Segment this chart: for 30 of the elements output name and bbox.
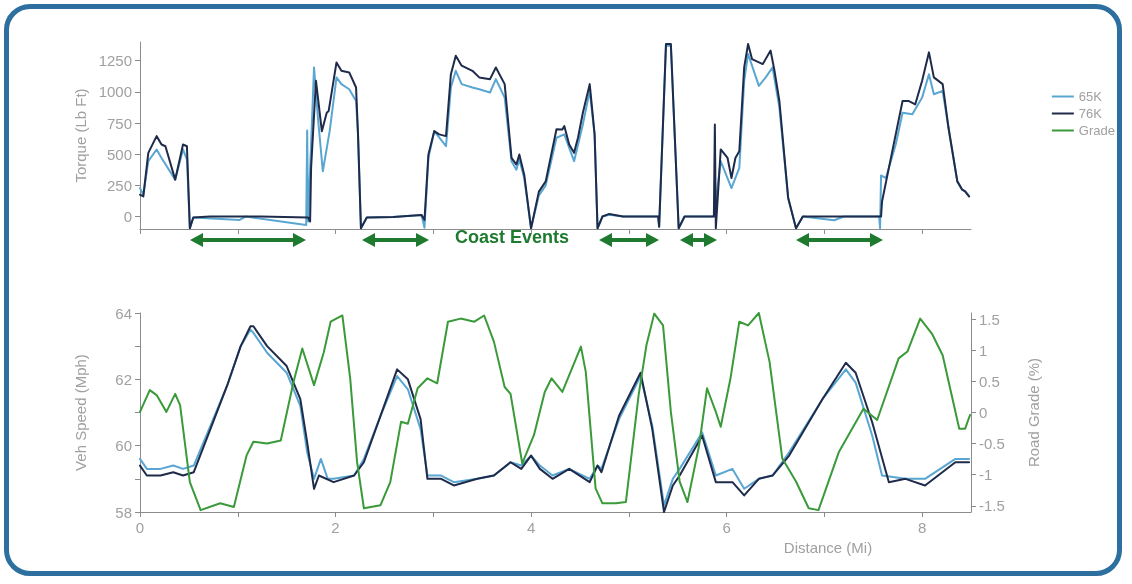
- y-axis-title: Torque (Lb Ft): [71, 88, 89, 183]
- y2-axis-title: Road Grade (%): [1025, 357, 1042, 468]
- y-tick-label: 250: [106, 176, 132, 194]
- y-tick-label: 64: [115, 304, 132, 322]
- y2-tick-label: 1: [979, 341, 988, 359]
- y-tick-label: 60: [115, 437, 132, 455]
- y2-tick-label: 0: [979, 404, 988, 421]
- x-tick-label: 2: [331, 519, 340, 536]
- x-tick-label: 4: [526, 519, 536, 536]
- legend-label: 76K: [1078, 106, 1103, 121]
- y-tick-label: 58: [115, 503, 132, 521]
- y-tick-label: 62: [115, 370, 132, 388]
- y2-tick-label: 0.5: [979, 372, 1000, 390]
- legend-label: 65K: [1078, 89, 1103, 104]
- y-tick-label: 0: [123, 208, 132, 226]
- y-tick-label: 500: [106, 145, 132, 163]
- y-tick-label: 1250: [98, 52, 132, 70]
- y2-tick-label: -0.5: [979, 435, 1005, 453]
- annotation: Coast Events: [455, 227, 570, 247]
- y2-tick-label: 1.5: [979, 310, 1000, 328]
- y2-tick-label: -1: [979, 466, 993, 484]
- legend-label: Grade: [1078, 123, 1116, 138]
- x-axis-title: Distance (Mi): [783, 539, 873, 556]
- y-tick-label: 1000: [98, 83, 132, 101]
- y-axis-title: Veh Speed (Mph): [72, 354, 89, 471]
- y2-tick-label: -1.5: [979, 497, 1005, 515]
- x-tick-label: 0: [135, 519, 145, 536]
- x-tick-label: 6: [722, 519, 731, 536]
- x-tick-label: 8: [917, 519, 927, 536]
- y-tick-label: 750: [106, 114, 132, 132]
